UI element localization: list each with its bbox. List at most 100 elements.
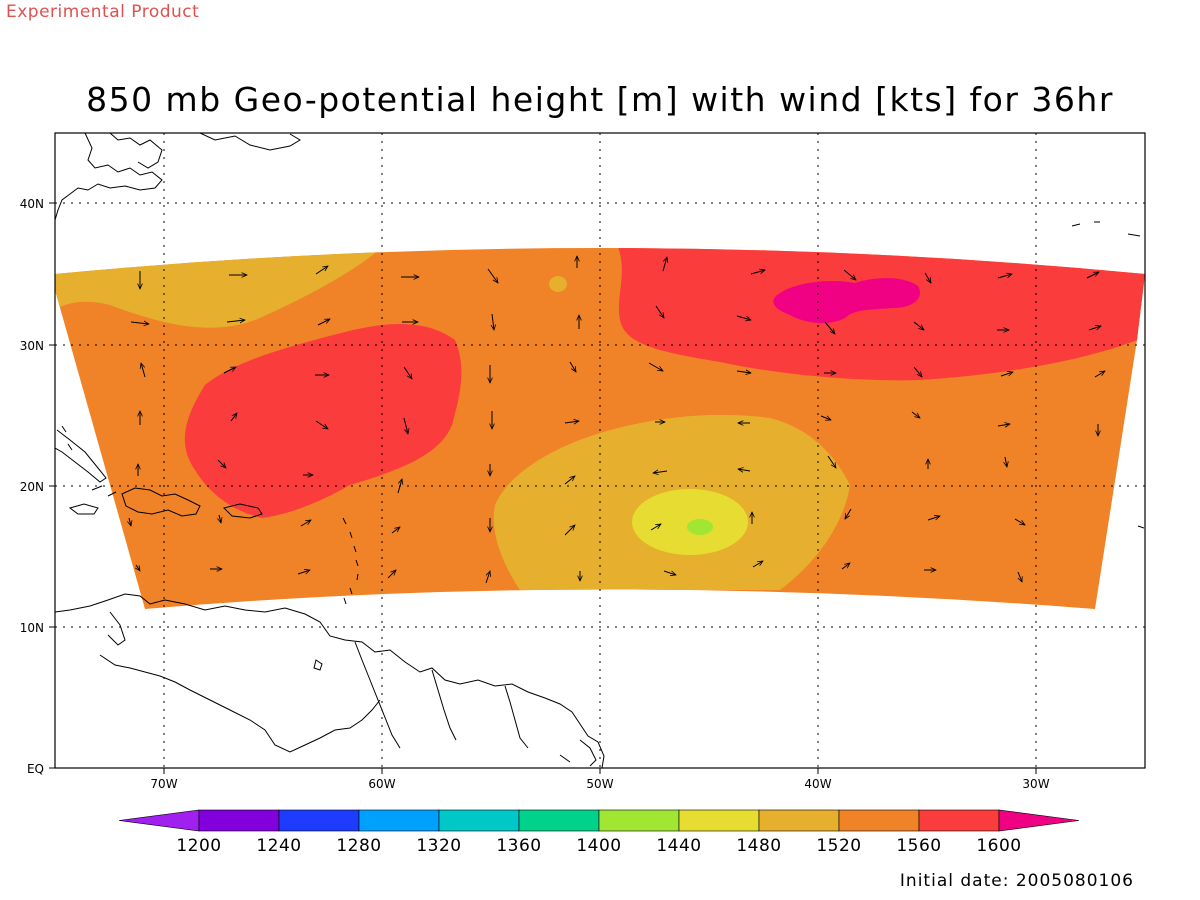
wind-vector [843, 269, 856, 280]
coastline-lake-maracaibo [107, 611, 126, 646]
coastlines [55, 133, 1145, 768]
lon-label-50w: 50W [586, 777, 613, 791]
wind-vector [1088, 326, 1101, 331]
wind-vector [736, 371, 751, 373]
lon-label-60w: 60W [368, 777, 395, 791]
contour-fill-1440 [687, 519, 713, 535]
wind-vector [827, 455, 836, 468]
wind-vector [913, 366, 922, 377]
wind-vector [403, 366, 412, 379]
colorbar-swatch [198, 809, 280, 832]
wind-vector [130, 322, 149, 324]
colorbar-label: 1240 [256, 836, 301, 856]
coastline-new-england [109, 133, 163, 169]
colorbar-label: 1600 [976, 836, 1021, 856]
wind-vector [223, 366, 236, 374]
wind-vector [650, 524, 661, 531]
wind-vector [129, 517, 131, 526]
coastline-puerto-rico [223, 503, 263, 519]
wind-vector [317, 318, 330, 326]
contour-fill-1520-spot [549, 276, 567, 292]
coastline-guiana-border [504, 685, 529, 749]
wind-vector [569, 361, 576, 372]
wind-vector [845, 508, 852, 519]
wind-vector [300, 520, 311, 527]
wind-vector [217, 459, 226, 468]
coastline-north-america [55, 133, 163, 221]
coastline-cuba [55, 429, 107, 483]
lon-label-70w: 70W [150, 777, 177, 791]
colorbar-label: 1440 [656, 836, 701, 856]
colorbar-swatch [358, 809, 440, 832]
wind-vector [492, 313, 494, 330]
colorbar-label: 1480 [736, 836, 781, 856]
lat-label-20n: 20N [20, 480, 44, 494]
wind-vector [219, 514, 221, 523]
lat-label-eq: EQ [27, 762, 44, 776]
map-title: 850 mb Geo-potential height [m] with win… [86, 80, 1114, 119]
coastline-jamaica [68, 503, 99, 515]
wind-vector [653, 471, 668, 473]
coastline-azores [1071, 221, 1141, 237]
colorbar-label: 1560 [896, 836, 941, 856]
wind-vectors [129, 256, 1105, 584]
wind-vector [1094, 371, 1105, 378]
colorbar-swatch [438, 809, 520, 832]
wind-vector [1000, 372, 1013, 377]
colorbar-label: 1320 [416, 836, 461, 856]
wind-vector [841, 563, 850, 570]
colorbar [118, 809, 1080, 832]
initial-date-label: Initial date: 2005080106 [899, 871, 1134, 891]
coastline-lesser-antilles [342, 517, 359, 605]
wind-vector [752, 561, 763, 568]
wind-vector [820, 416, 831, 420]
colorbar-upper-arrow [998, 809, 1080, 832]
experimental-product-label: Experimental Product [6, 2, 200, 22]
colorbar-swatch [278, 809, 360, 832]
wind-vector [1014, 518, 1025, 525]
lat-label-10n: 10N [20, 621, 44, 635]
lon-label-40w: 40W [804, 777, 831, 791]
wind-vector [913, 321, 924, 330]
coastline-trinidad [313, 659, 323, 671]
coastline-bahamas [61, 425, 117, 497]
coastline-guyana-border [354, 641, 401, 749]
wind-vector [1018, 571, 1022, 582]
wind-vector [648, 362, 663, 371]
colorbar-label: 1280 [336, 836, 381, 856]
wind-vector [315, 266, 328, 275]
lat-label-40n: 40N [20, 197, 44, 211]
colorbar-label: 1200 [176, 836, 221, 856]
colorbar-swatch [678, 809, 760, 832]
wind-vector [662, 257, 667, 272]
wind-vector [911, 411, 920, 418]
wind-vector [226, 320, 245, 322]
graticule [55, 133, 1145, 768]
colorbar-swatch [758, 809, 840, 832]
coastline-amazon-mouth [559, 739, 597, 767]
colorbar-label: 1520 [816, 836, 861, 856]
wind-vector [824, 321, 835, 334]
colorbar-lower-arrow [118, 809, 200, 832]
wind-vector [1005, 456, 1007, 467]
wind-vector [924, 272, 931, 283]
wind-vector [403, 417, 408, 434]
wind-vector [391, 527, 400, 534]
colorbar-labels: 1200 1240 1280 1320 1360 1400 1440 1480 1520 1560… [176, 836, 1021, 856]
wind-vector [927, 516, 940, 521]
coastline-venezuela-inland [99, 654, 381, 753]
wind-vector [663, 570, 676, 575]
wind-vector [136, 564, 140, 571]
contour-fill-1600-west [184, 323, 462, 518]
colorbar-swatch [518, 809, 600, 832]
contour-fill-1640 [773, 278, 921, 324]
lon-label-30w: 30W [1022, 777, 1049, 791]
lat-label-30n: 30N [20, 339, 44, 353]
wind-vector [230, 413, 237, 422]
axis-ticks [49, 202, 1037, 774]
coastline-hispaniola [121, 487, 201, 517]
colorbar-swatch [598, 809, 680, 832]
wind-vector [297, 570, 310, 575]
coastline-cape-verde [1137, 525, 1145, 529]
